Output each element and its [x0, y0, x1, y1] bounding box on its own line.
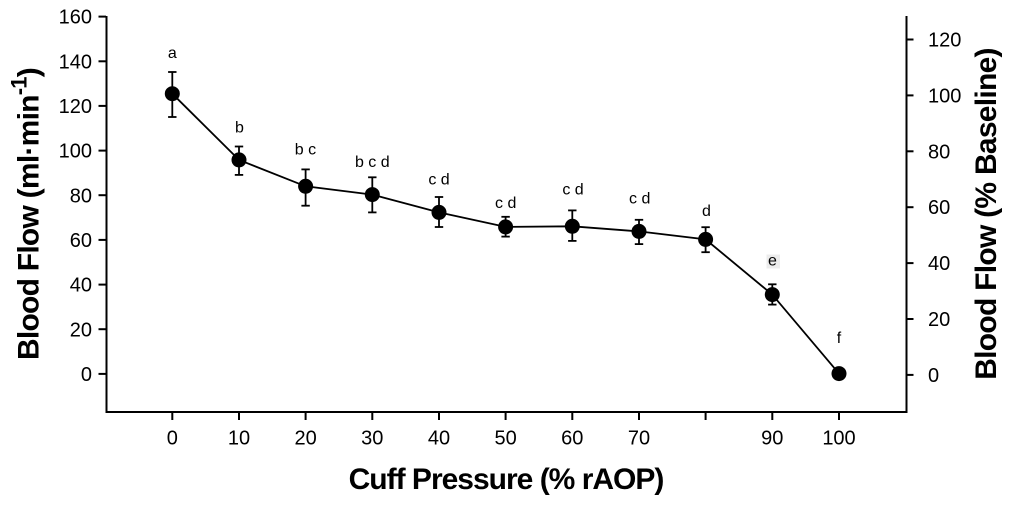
svg-text:90: 90 [761, 427, 783, 449]
svg-text:a: a [168, 45, 177, 62]
svg-text:Blood Flow (ml·min-1): Blood Flow (ml·min-1) [6, 68, 46, 360]
svg-text:120: 120 [59, 96, 92, 118]
svg-text:e: e [768, 252, 777, 269]
svg-text:c d: c d [428, 171, 449, 188]
svg-text:40: 40 [428, 427, 450, 449]
svg-text:50: 50 [494, 427, 516, 449]
svg-text:140: 140 [59, 51, 92, 73]
svg-text:20: 20 [928, 309, 950, 331]
svg-text:c d: c d [562, 182, 583, 199]
svg-text:60: 60 [70, 230, 92, 252]
svg-text:30: 30 [361, 427, 383, 449]
svg-text:20: 20 [70, 319, 92, 341]
svg-text:40: 40 [70, 275, 92, 297]
svg-text:d: d [702, 203, 711, 220]
svg-text:b c d: b c d [355, 154, 390, 171]
svg-text:100: 100 [928, 85, 961, 107]
svg-text:c d: c d [629, 190, 650, 207]
svg-text:Cuff Pressure (% rAOP): Cuff Pressure (% rAOP) [349, 463, 664, 496]
svg-text:80: 80 [70, 185, 92, 207]
svg-text:20: 20 [294, 427, 316, 449]
svg-text:100: 100 [59, 141, 92, 163]
svg-text:70: 70 [628, 427, 650, 449]
svg-text:80: 80 [928, 141, 950, 163]
svg-text:Blood Flow (% Baseline): Blood Flow (% Baseline) [970, 48, 1003, 380]
svg-text:40: 40 [928, 253, 950, 275]
svg-text:10: 10 [228, 427, 250, 449]
svg-text:120: 120 [928, 30, 961, 52]
svg-text:b: b [235, 120, 244, 137]
svg-text:c d: c d [495, 195, 516, 212]
svg-text:100: 100 [822, 427, 855, 449]
svg-text:0: 0 [81, 364, 92, 386]
svg-text:0: 0 [928, 365, 939, 387]
svg-text:f: f [837, 330, 842, 347]
svg-text:160: 160 [59, 7, 92, 29]
svg-text:60: 60 [928, 197, 950, 219]
svg-text:0: 0 [167, 427, 178, 449]
svg-text:b c: b c [295, 142, 316, 159]
svg-text:60: 60 [561, 427, 583, 449]
